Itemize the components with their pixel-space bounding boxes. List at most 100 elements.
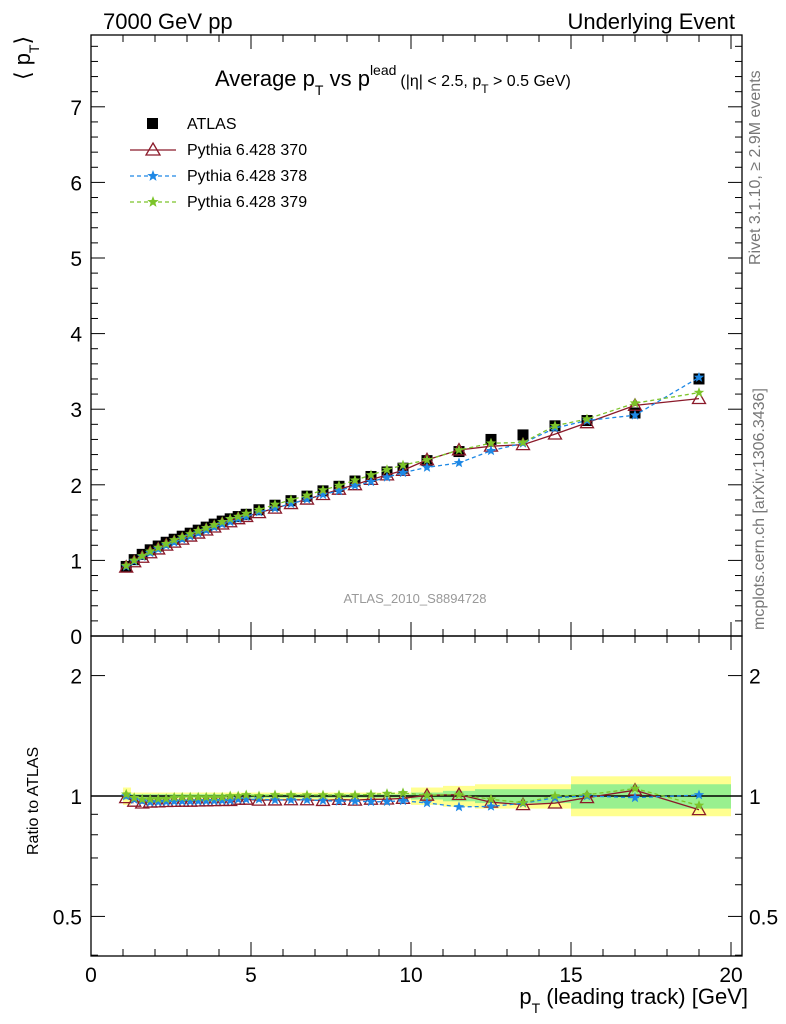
main-y-tick-label: 0 — [70, 626, 82, 649]
ratio-point-pythia-6-428-378 — [365, 796, 377, 807]
main-point-pythia-6-428-370 — [395, 462, 411, 476]
main-point-pythia-6-428-378 — [421, 461, 433, 472]
main-y-tick-label: 6 — [70, 172, 82, 195]
mcplots-reference-label: mcplots.cern.ch [arXiv:1306.3436] — [751, 388, 768, 630]
main-line-pythia-6-428-379 — [125, 391, 700, 567]
ratio-point-pythia-6-428-378 — [153, 796, 164, 807]
ratio-point-pythia-6-428-379 — [201, 791, 212, 802]
legend-label-atlas: ATLAS — [187, 116, 237, 133]
main-point-pythia-6-428-379 — [397, 459, 409, 470]
ratio-y-tick-label-left: 0.5 — [53, 906, 82, 929]
header-right-label: Underlying Event — [567, 9, 735, 34]
main-point-pythia-6-428-378 — [317, 489, 329, 500]
main-y-axis-label: ⟨ pT⟩ — [10, 36, 42, 80]
main-line-pythia-6-428-378 — [125, 376, 700, 567]
ratio-point-pythia-6-428-379 — [485, 793, 497, 804]
ratio-point-pythia-6-428-379 — [217, 791, 228, 802]
main-point-pythia-6-428-378 — [381, 471, 393, 482]
ratio-point-pythia-6-428-378 — [485, 800, 497, 811]
main-point-pythia-6-428-378 — [333, 485, 345, 496]
ratio-point-pythia-6-428-379 — [137, 793, 148, 804]
ratio-line-pythia-6-428-379 — [125, 787, 700, 807]
ratio-point-pythia-6-428-378 — [285, 794, 297, 805]
main-point-pythia-6-428-379 — [285, 494, 297, 505]
main-point-pythia-6-428-379 — [193, 525, 204, 536]
x-axis-label: pT (leading track) [GeV] — [519, 984, 748, 1016]
ratio-point-pythia-6-428-379 — [381, 788, 393, 798]
plot-title: Average pT vs plead(|η| < 2.5, pT > 0.5 … — [215, 62, 571, 98]
main-point-pythia-6-428-370 — [134, 549, 150, 563]
ratio-point-pythia-6-428-370 — [126, 793, 142, 807]
ratio-point-pythia-6-428-370 — [691, 801, 707, 816]
main-point-pythia-6-428-378 — [693, 371, 705, 382]
ratio-y-tick-label-right: 0.5 — [749, 906, 778, 929]
legend-marker-atlas — [147, 118, 158, 129]
main-point-pythia-6-428-379 — [169, 534, 180, 545]
main-point-pythia-6-428-379 — [185, 528, 196, 539]
ratio-point-pythia-6-428-379 — [693, 800, 705, 810]
ratio-y-tick-label-right: 1 — [749, 786, 761, 809]
legend-marker-370 — [144, 141, 162, 156]
main-y-tick-label: 5 — [70, 248, 82, 271]
ratio-point-pythia-6-428-379 — [421, 789, 433, 800]
ratio-point-pythia-6-428-379 — [209, 791, 220, 802]
ratio-point-pythia-6-428-378 — [693, 789, 705, 800]
main-point-pythia-6-428-379 — [381, 464, 393, 475]
main-y-tick-label: 4 — [70, 324, 82, 347]
ratio-point-pythia-6-428-378 — [145, 796, 156, 807]
main-point-pythia-6-428-370 — [579, 414, 595, 429]
ratio-point-pythia-6-428-379 — [333, 789, 345, 800]
ratio-point-pythia-6-428-379 — [161, 793, 172, 804]
legend-label-378: Pythia 6.428 378 — [187, 168, 307, 185]
main-point-pythia-6-428-370 — [331, 481, 347, 495]
ratio-point-pythia-6-428-378 — [381, 796, 393, 807]
legend: ATLAS Pythia 6.428 370 Pythia 6.428 378 … — [130, 116, 307, 211]
main-point-pythia-6-428-378 — [225, 516, 236, 527]
main-point-pythia-6-428-379 — [517, 437, 529, 447]
main-point-pythia-6-428-379 — [217, 516, 228, 527]
ratio-point-pythia-6-428-378 — [225, 795, 236, 805]
main-point-pythia-6-428-370 — [363, 471, 379, 486]
ratio-point-pythia-6-428-379 — [129, 792, 140, 803]
ratio-point-pythia-6-428-378 — [241, 793, 252, 804]
rivet-version-label: Rivet 3.1.10, ≥ 2.9M events — [747, 70, 764, 265]
ratio-panel-series — [91, 782, 742, 816]
main-point-pythia-6-428-379 — [549, 420, 561, 431]
ratio-point-pythia-6-428-379 — [285, 789, 297, 800]
main-point-pythia-6-428-379 — [581, 413, 593, 424]
ratio-point-pythia-6-428-378 — [217, 795, 228, 805]
legend-label-370: Pythia 6.428 370 — [187, 142, 307, 159]
main-point-pythia-6-428-370 — [251, 504, 267, 519]
ratio-point-pythia-6-428-379 — [301, 789, 313, 800]
main-point-pythia-6-428-378 — [629, 409, 641, 420]
main-point-pythia-6-428-378 — [269, 502, 281, 513]
ratio-point-pythia-6-428-370 — [395, 790, 411, 804]
main-point-pythia-6-428-379 — [201, 522, 212, 533]
ratio-point-pythia-6-428-378 — [177, 795, 188, 806]
main-point-atlas — [517, 429, 529, 441]
ratio-point-pythia-6-428-378 — [185, 795, 196, 806]
main-point-pythia-6-428-378 — [301, 493, 313, 504]
ratio-point-pythia-6-428-379 — [365, 788, 377, 799]
ratio-point-pythia-6-428-378 — [397, 795, 409, 806]
header-left-label: 7000 GeV pp — [103, 9, 233, 34]
ratio-point-pythia-6-428-378 — [421, 797, 433, 808]
main-y-tick-label: 3 — [70, 399, 82, 422]
ratio-point-pythia-6-428-379 — [193, 791, 204, 802]
main-point-pythia-6-428-379 — [153, 542, 164, 552]
main-panel-series — [118, 371, 707, 573]
ratio-point-pythia-6-428-378 — [233, 793, 244, 804]
ratio-point-pythia-6-428-379 — [169, 791, 180, 802]
main-point-pythia-6-428-379 — [629, 397, 641, 408]
x-tick-label: 15 — [559, 964, 582, 987]
main-point-pythia-6-428-379 — [365, 469, 377, 480]
main-point-pythia-6-428-370 — [547, 426, 563, 440]
ratio-point-pythia-6-428-370 — [579, 789, 595, 804]
ratio-point-pythia-6-428-379 — [153, 793, 164, 804]
main-y-tick-label: 2 — [70, 475, 82, 498]
ratio-y-tick-label-right: 2 — [749, 666, 761, 689]
ratio-point-pythia-6-428-379 — [453, 789, 465, 800]
main-y-tick-label: 1 — [70, 550, 82, 573]
main-point-pythia-6-428-379 — [349, 474, 361, 485]
